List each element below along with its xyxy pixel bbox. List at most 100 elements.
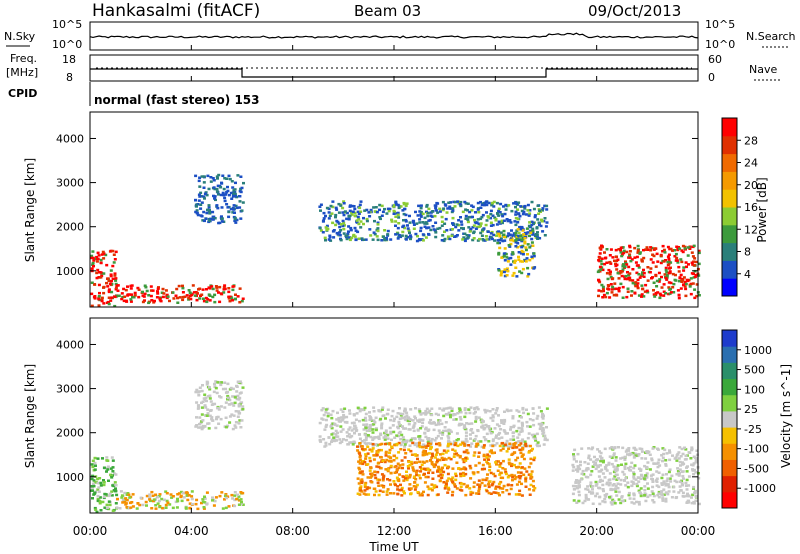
echo-cell <box>605 272 609 275</box>
echo-cell <box>505 218 509 221</box>
echo-cell <box>597 259 601 262</box>
echo-cell <box>418 466 422 469</box>
echo-cell <box>389 418 393 422</box>
echo-cell <box>201 419 205 422</box>
echo-cell <box>404 238 408 241</box>
echo-cell <box>465 209 469 212</box>
echo-cell <box>408 231 411 234</box>
echo-cell <box>388 426 392 430</box>
echo-cell <box>136 286 140 290</box>
echo-cell <box>217 173 221 177</box>
echo-cell <box>371 431 375 434</box>
echo-cell <box>533 435 537 438</box>
echo-cell <box>348 441 352 444</box>
echo-cell <box>631 279 635 282</box>
echo-cell <box>415 445 419 448</box>
echo-cell <box>599 451 603 455</box>
echo-cell <box>684 261 688 264</box>
echo-cell <box>106 277 109 280</box>
echo-cell <box>363 433 367 436</box>
echo-cell <box>577 499 581 503</box>
echo-cell <box>114 484 118 487</box>
echo-cell <box>429 447 432 450</box>
echo-cell <box>516 208 520 211</box>
echo-cell <box>489 492 493 495</box>
echo-cell <box>234 410 238 413</box>
echo-cell <box>368 448 372 451</box>
echo-cell <box>238 287 242 290</box>
echo-cell <box>97 486 101 489</box>
echo-cell <box>497 207 501 211</box>
echo-cell <box>627 447 631 450</box>
echo-cell <box>686 246 690 249</box>
echo-cell <box>162 498 166 502</box>
echo-cell <box>211 419 215 422</box>
echo-cell <box>368 415 372 418</box>
power-echo-layer <box>90 173 701 308</box>
echo-cell <box>607 268 611 272</box>
echo-cell <box>386 468 390 471</box>
echo-cell <box>488 429 492 432</box>
echo-cell <box>598 256 602 260</box>
echo-cell <box>491 482 495 486</box>
echo-cell <box>470 209 474 212</box>
echo-cell <box>149 499 152 503</box>
echo-cell <box>533 486 537 490</box>
echo-cell <box>361 418 365 422</box>
echo-cell <box>215 286 219 289</box>
echo-cell <box>666 245 670 249</box>
echo-cell <box>671 286 675 289</box>
colorbar-swatch <box>722 260 737 279</box>
echo-cell <box>181 284 184 288</box>
echo-cell <box>188 506 192 510</box>
echo-cell <box>105 301 109 304</box>
echo-cell <box>325 224 329 228</box>
echo-cell <box>695 449 699 452</box>
echo-cell <box>123 500 127 504</box>
echo-cell <box>224 493 228 496</box>
echo-cell <box>472 454 476 457</box>
echo-cell <box>492 472 496 476</box>
echo-cell <box>584 469 588 472</box>
echo-cell <box>619 483 623 486</box>
colorbar-swatch <box>722 427 737 444</box>
echo-cell <box>242 181 245 185</box>
echo-cell <box>373 473 377 477</box>
echo-cell <box>415 469 419 473</box>
echo-cell <box>619 478 623 482</box>
echo-cell <box>364 238 368 241</box>
echo-cell <box>619 246 623 249</box>
echo-cell <box>371 444 375 447</box>
echo-cell <box>454 418 458 421</box>
echo-cell <box>447 201 451 204</box>
echo-cell <box>100 274 104 278</box>
echo-cell <box>372 206 376 209</box>
echo-cell <box>343 224 346 227</box>
echo-cell <box>581 469 585 473</box>
echo-cell <box>504 252 508 256</box>
echo-cell <box>422 412 426 415</box>
echo-cell <box>467 444 471 447</box>
echo-cell <box>662 480 666 483</box>
echo-cell <box>381 479 385 482</box>
echo-cell <box>469 466 473 470</box>
echo-cell <box>607 463 611 466</box>
echo-cell <box>417 408 421 411</box>
echo-cell <box>480 234 484 237</box>
echo-cell <box>517 440 521 443</box>
echo-cell <box>615 268 619 271</box>
echo-cell <box>536 218 540 221</box>
echo-cell <box>506 260 510 263</box>
echo-cell <box>354 426 358 430</box>
echo-cell <box>176 497 179 501</box>
echo-cell <box>363 416 367 420</box>
echo-cell <box>428 218 432 222</box>
echo-cell <box>129 298 133 301</box>
echo-cell <box>396 203 400 207</box>
echo-cell <box>519 471 523 474</box>
echo-cell <box>456 444 460 448</box>
echo-cell <box>451 222 454 225</box>
echo-cell <box>459 467 462 471</box>
echo-cell <box>688 283 692 287</box>
echo-cell <box>486 453 490 456</box>
